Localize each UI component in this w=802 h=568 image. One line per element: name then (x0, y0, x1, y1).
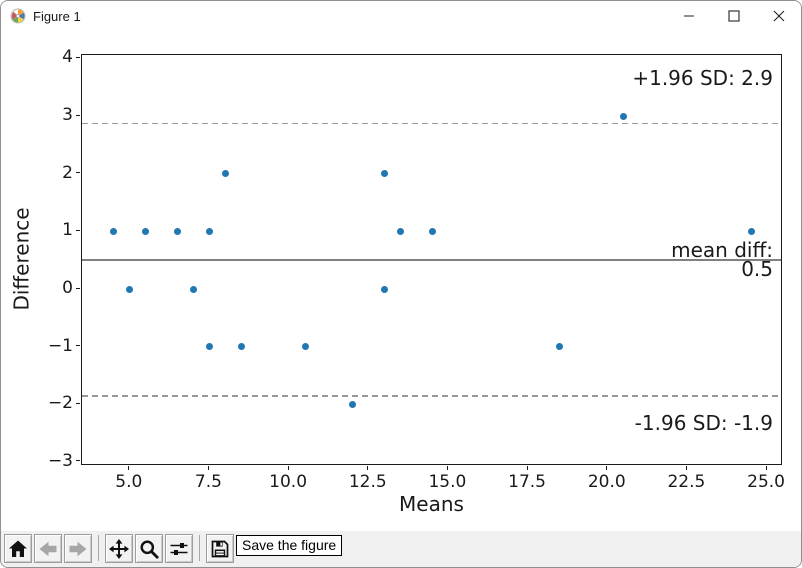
matplotlib-logo-icon (10, 8, 26, 24)
close-button[interactable] (756, 1, 801, 31)
x-tick-mark (765, 466, 767, 470)
back-icon (38, 539, 58, 559)
scatter-point (142, 227, 150, 235)
x-tick-mark (685, 466, 687, 470)
scatter-point (221, 170, 229, 178)
lower-limit-label: -1.96 SD: -1.9 (634, 411, 773, 436)
x-tick-label: 10.0 (269, 472, 308, 492)
mean-diff-label: mean diff: (671, 238, 773, 263)
x-tick-label: 25.0 (747, 472, 785, 492)
scatter-point (429, 227, 436, 235)
y-tick-label: −3 (47, 450, 73, 471)
close-icon (773, 10, 784, 22)
y-tick-mark (76, 229, 80, 231)
zoom-icon (139, 539, 159, 559)
navigation-toolbar: Save the figure (1, 531, 801, 567)
y-tick-mark (76, 345, 80, 347)
x-tick-mark (287, 466, 289, 470)
y-tick-label: 0 (62, 278, 73, 299)
scatter-point (747, 227, 755, 235)
home-icon (8, 539, 28, 559)
maximize-button[interactable] (711, 1, 756, 31)
minimize-icon (683, 15, 694, 17)
toolbar-button-group (4, 534, 236, 563)
x-tick-mark (446, 466, 448, 470)
x-tick-label: 12.5 (348, 472, 387, 492)
toolbar-separator (199, 535, 200, 561)
mean-diff-value: 0.5 (741, 257, 773, 282)
zoom-button[interactable] (135, 534, 163, 563)
x-tick-label: 17.5 (508, 472, 546, 492)
forward-button[interactable] (64, 534, 92, 563)
plot-area: +1.96 SD: 2.9 mean diff: 0.5 -1.96 SD: -1.9 (81, 54, 782, 465)
y-tick-label: 3 (62, 105, 73, 126)
scatter-point (301, 343, 309, 351)
configure-subplots-button[interactable] (165, 534, 193, 563)
save-tooltip: Save the figure (236, 535, 343, 556)
x-tick-mark (606, 466, 608, 470)
x-tick-mark (367, 466, 369, 470)
configure-subplots-icon (169, 539, 189, 559)
y-tick-mark (76, 460, 80, 462)
forward-icon (68, 539, 88, 559)
y-tick-label: 4 (62, 47, 73, 68)
y-tick-mark (76, 287, 80, 289)
scatter-point (205, 343, 213, 351)
x-tick-label: 22.5 (667, 472, 706, 492)
scatter-point (205, 227, 213, 235)
pan-button[interactable] (105, 534, 133, 563)
y-tick-label: 2 (62, 162, 73, 183)
y-tick-mark (76, 402, 80, 404)
y-tick-label: −1 (47, 335, 73, 356)
lower-limit-line (82, 395, 781, 397)
toolbar-separator (98, 535, 99, 561)
window-title: Figure 1 (33, 8, 81, 24)
scatter-point (349, 400, 357, 408)
scatter-point (556, 343, 564, 351)
mean-line (82, 259, 781, 262)
scatter-point (620, 112, 628, 120)
x-tick-label: 15.0 (428, 472, 467, 492)
y-tick-mark (76, 114, 80, 116)
x-tick-mark (128, 466, 130, 470)
figure-canvas: Difference +1.96 SD: 2.9 mean diff: 0.5 -1.… (1, 31, 801, 531)
x-axis-label: Means (399, 492, 464, 516)
pan-icon (109, 538, 129, 559)
x-tick-mark (207, 466, 209, 470)
back-button[interactable] (34, 534, 62, 563)
scatter-point (190, 285, 198, 293)
maximize-icon (727, 10, 740, 22)
scatter-point (381, 285, 389, 293)
x-tick-mark (526, 466, 528, 470)
y-tick-mark (76, 172, 80, 174)
upper-limit-label: +1.96 SD: 2.9 (632, 65, 773, 90)
x-tick-label: 5.0 (115, 472, 143, 492)
title-bar: Figure 1 (1, 1, 801, 31)
minimize-button[interactable] (666, 1, 711, 31)
window-controls (666, 1, 801, 31)
scatter-point (237, 343, 245, 351)
x-tick-label: 20.0 (587, 472, 626, 492)
y-tick-label: 1 (62, 220, 73, 241)
x-tick-label: 7.5 (194, 472, 222, 492)
scatter-point (397, 227, 405, 235)
save-button[interactable] (206, 534, 234, 563)
y-tick-label: −2 (47, 393, 73, 414)
y-tick-mark (76, 56, 80, 58)
scatter-point (126, 285, 134, 293)
home-button[interactable] (4, 534, 32, 563)
upper-limit-line (82, 122, 781, 124)
scatter-point (381, 170, 389, 178)
save-icon (210, 539, 230, 559)
scatter-point (110, 227, 118, 235)
scatter-point (174, 227, 182, 235)
